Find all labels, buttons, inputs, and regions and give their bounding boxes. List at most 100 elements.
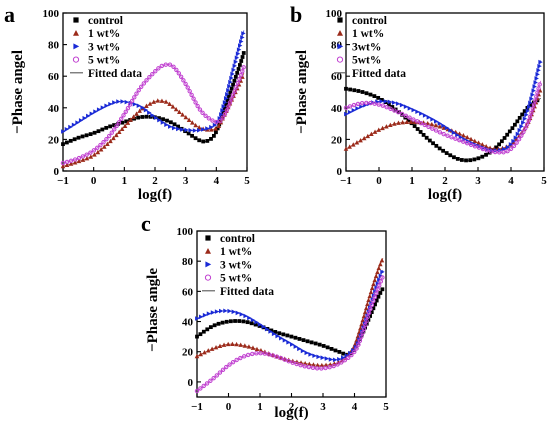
data-point (286, 359, 291, 364)
data-point (484, 148, 490, 153)
data-point (195, 103, 200, 109)
data-point (214, 373, 219, 378)
data-point (399, 111, 405, 117)
data-point (457, 137, 462, 143)
x-tick-label: 5 (541, 175, 547, 187)
data-point (414, 119, 420, 124)
y-tick-label: 100 (177, 226, 194, 238)
data-point (359, 334, 364, 340)
data-point (129, 98, 135, 104)
x-tick-label: −1 (191, 401, 203, 413)
data-point (535, 90, 540, 95)
data-point (331, 363, 336, 369)
data-point (119, 116, 124, 122)
data-point (371, 298, 376, 304)
data-point (211, 375, 216, 381)
data-point (505, 148, 510, 154)
data-point (208, 378, 213, 384)
data-point (468, 142, 474, 147)
data-point (335, 362, 340, 367)
data-point (238, 355, 243, 361)
data-point (527, 114, 533, 119)
data-point (472, 144, 478, 149)
y-tick-label: 100 (326, 8, 343, 20)
data-point (339, 360, 344, 365)
data-point (76, 155, 82, 161)
data-point (194, 388, 200, 394)
data-point (351, 102, 357, 108)
fitted-line (196, 276, 384, 392)
legend-marker (72, 56, 80, 63)
data-point (480, 146, 486, 152)
legend-label: 5 wt% (220, 273, 252, 285)
y-tick-label: 0 (188, 377, 194, 389)
data-point (174, 67, 179, 73)
legend-marker (337, 30, 343, 36)
x-tick-label: 1 (257, 401, 263, 413)
x-axis-label: log(f) (428, 187, 462, 203)
y-axis-label: −Phase angel (294, 50, 310, 134)
y-axis-label: −Phase angel (10, 50, 26, 134)
data-point (84, 152, 89, 157)
data-point (153, 69, 158, 74)
legend-marker (337, 17, 343, 23)
legend-marker (73, 30, 79, 36)
data-point (218, 118, 223, 124)
data-point (352, 349, 357, 355)
x-tick-label: 1 (122, 175, 128, 187)
data-point (104, 136, 109, 142)
data-point (511, 143, 517, 149)
data-point (144, 78, 149, 83)
x-tick-label: 1 (409, 175, 415, 187)
data-point (364, 318, 369, 324)
data-point (101, 140, 106, 145)
data-point (346, 355, 351, 360)
data-point (116, 120, 122, 125)
x-tick-label: 4 (214, 175, 220, 187)
y-tick-label: 20 (331, 134, 343, 146)
data-point (384, 105, 389, 110)
y-tick-label: 40 (182, 317, 194, 329)
y-tick-label: 0 (54, 166, 60, 178)
data-point (464, 141, 470, 146)
y-tick-label: 20 (182, 347, 194, 359)
data-point (230, 92, 236, 97)
data-point (240, 69, 245, 74)
legend-marker (73, 43, 80, 50)
y-tick-label: 60 (182, 286, 194, 298)
data-point (226, 104, 231, 109)
y-tick-label: 0 (337, 166, 343, 178)
data-point (418, 120, 424, 126)
data-point (524, 122, 530, 127)
data-point (476, 145, 482, 150)
y-tick-label: 80 (48, 40, 60, 52)
fitted-line (62, 64, 245, 164)
data-point (407, 115, 412, 120)
data-point (80, 154, 86, 159)
data-point (171, 64, 176, 70)
legend-marker (336, 56, 344, 63)
data-point (224, 108, 230, 113)
y-tick-label: 80 (182, 256, 194, 268)
data-point (178, 74, 184, 80)
legend-label: Fitted data (220, 286, 274, 298)
x-tick-label: 0 (91, 175, 97, 187)
legend-label: 3 wt% (220, 259, 252, 271)
data-point (516, 137, 522, 142)
x-tick-label: 4 (352, 401, 358, 413)
data-point (112, 127, 117, 132)
data-point (132, 95, 137, 100)
data-point (134, 91, 139, 96)
legend-marker (205, 261, 212, 268)
data-point (200, 110, 205, 116)
data-point (365, 314, 371, 320)
data-point (342, 358, 348, 363)
data-point (210, 118, 215, 123)
data-point (238, 73, 244, 78)
data-point (508, 146, 514, 152)
data-point (536, 86, 541, 91)
data-point (378, 279, 384, 284)
data-point (245, 352, 251, 358)
